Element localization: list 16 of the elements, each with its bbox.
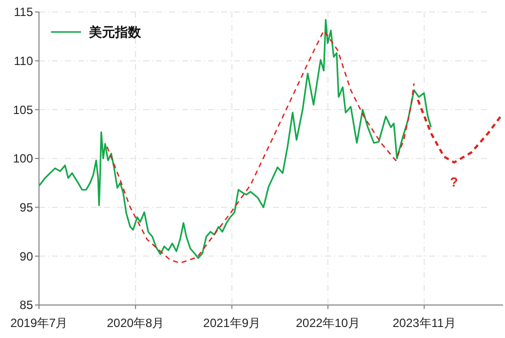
x-tick-label: 2021年9月 [203,316,261,330]
x-tick-label: 2019年7月 [10,316,68,330]
legend-label: 美元指数 [88,24,142,41]
y-tick-label: 105 [12,102,34,117]
y-tick-label: 110 [14,54,34,68]
x-tick-label: 2023年11月 [392,316,456,330]
line-series [38,19,432,259]
y-tick-label: 100 [12,152,34,166]
y-tick-label: 95 [20,200,34,215]
annotation: ? [450,174,458,190]
x-tick-label: 2022年10月 [296,316,360,330]
y-tick-label: 85 [20,298,34,312]
line-series [416,98,502,164]
y-tick-label: 90 [20,249,34,264]
x-tick-label: 2020年8月 [106,316,164,330]
y-tick-label: 115 [14,5,34,20]
